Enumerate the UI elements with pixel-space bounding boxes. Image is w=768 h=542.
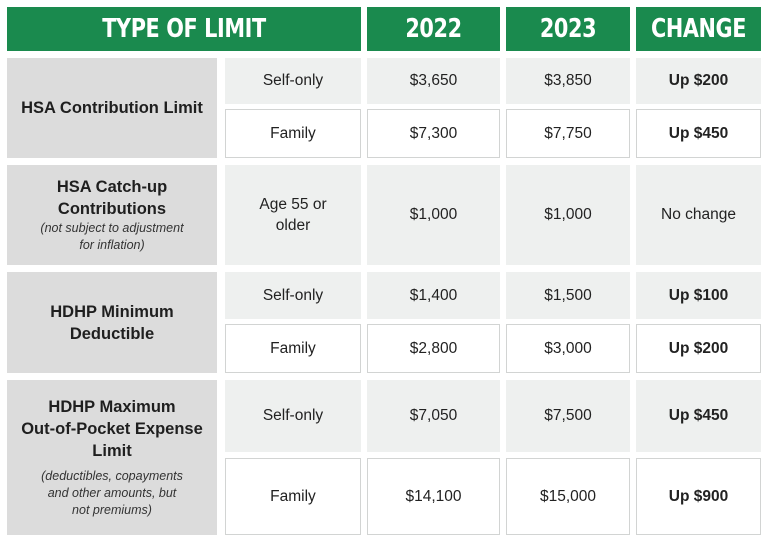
value-2022: $7,050	[409, 407, 458, 424]
change-value: No change	[661, 206, 736, 223]
tier-label-line2: older	[275, 217, 311, 234]
hdhp-max-family-2023: $15,000	[506, 458, 630, 535]
header-change: CHANGE	[636, 7, 761, 51]
hdhp-min-self-only-2023: $1,500	[506, 272, 630, 319]
hdhp-max-family-tier: Family	[225, 458, 361, 535]
change-value: Up $200	[668, 72, 729, 89]
header-type-of-limit-label: TYPE OF LIMIT	[102, 14, 266, 44]
value-2022: $2,800	[409, 339, 458, 357]
change-value: Up $450	[668, 407, 729, 424]
header-change-label: CHANGE	[650, 14, 747, 44]
hsa-contribution-label-cell: HSA Contribution Limit	[7, 58, 217, 158]
tier-label: Family	[270, 487, 316, 505]
value-2023: $1,500	[544, 286, 592, 304]
change-value: Up $900	[668, 487, 729, 505]
hsa-contribution-family-change: Up $450	[636, 109, 761, 158]
value-2023: $3,000	[544, 339, 592, 357]
hdhp-min-family-2023: $3,000	[506, 324, 630, 373]
value-2023: $1,000	[544, 206, 592, 223]
hsa-catchup-note-line1: (not subject to adjustment	[40, 221, 184, 235]
tier-label-line1: Age 55 or	[259, 196, 327, 213]
hsa-catchup-change: No change	[636, 165, 761, 265]
tier-label: Family	[270, 124, 316, 142]
value-2023: $3,850	[544, 72, 592, 89]
hdhp-max-self-only-change: Up $450	[636, 380, 761, 452]
header-type-of-limit: TYPE OF LIMIT	[7, 7, 361, 51]
hsa-contribution-self-only-tier: Self-only	[225, 58, 361, 104]
value-2022: $1,000	[409, 206, 458, 223]
header-year-2022-label: 2022	[405, 14, 462, 44]
hdhp-max-label-line2: Out-of-Pocket Expense	[21, 420, 203, 438]
hdhp-min-family-tier: Family	[225, 324, 361, 373]
hdhp-max-note-line3: not premiums)	[72, 503, 152, 517]
change-value: Up $200	[668, 339, 729, 357]
hdhp-min-self-only-tier: Self-only	[225, 272, 361, 319]
header-year-2023: 2023	[506, 7, 630, 51]
hdhp-max-note-line1: (deductibles, copayments	[41, 469, 183, 483]
change-value: Up $100	[668, 286, 729, 304]
hsa-contribution-label: HSA Contribution Limit	[21, 99, 203, 117]
hsa-contribution-self-only-change: Up $200	[636, 58, 761, 104]
hdhp-max-family-change: Up $900	[636, 458, 761, 535]
hdhp-max-note-line2: and other amounts, but	[47, 486, 177, 500]
hdhp-max-self-only-2023: $7,500	[506, 380, 630, 452]
hdhp-min-family-2022: $2,800	[367, 324, 500, 373]
tier-label: Self-only	[262, 286, 324, 304]
hdhp-max-oop-label-cell: HDHP Maximum Out-of-Pocket Expense Limit…	[7, 380, 217, 535]
hdhp-max-label-line3: Limit	[92, 442, 132, 460]
tier-label: Self-only	[262, 407, 324, 424]
hdhp-min-self-only-2022: $1,400	[367, 272, 500, 319]
header-year-2022: 2022	[367, 7, 500, 51]
value-2023: $7,500	[544, 407, 592, 424]
hdhp-max-self-only-2022: $7,050	[367, 380, 500, 452]
hsa-catchup-label-line2: Contributions	[57, 200, 167, 218]
hsa-contribution-family-2022: $7,300	[367, 109, 500, 158]
hsa-contribution-self-only-2022: $3,650	[367, 58, 500, 104]
hsa-catchup-note-line2: for inflation)	[79, 238, 145, 252]
value-2022: $1,400	[409, 286, 458, 304]
value-2023: $15,000	[539, 487, 597, 505]
tier-label: Family	[270, 339, 316, 357]
value-2022: $14,100	[405, 487, 462, 505]
hsa-catchup-label-line1: HSA Catch-up	[56, 178, 168, 196]
tier-label: Self-only	[262, 72, 324, 89]
hdhp-min-label-line2: Deductible	[69, 324, 155, 343]
hdhp-min-deductible-label-cell: HDHP Minimum Deductible	[7, 272, 217, 373]
hdhp-max-family-2022: $14,100	[367, 458, 500, 535]
hsa-catchup-tier: Age 55 or older	[225, 165, 361, 265]
value-2022: $3,650	[409, 72, 458, 89]
hsa-catchup-label-cell: HSA Catch-up Contributions (not subject …	[7, 165, 217, 265]
header-year-2023-label: 2023	[539, 14, 597, 44]
hsa-contribution-family-2023: $7,750	[506, 109, 630, 158]
hsa-contribution-self-only-2023: $3,850	[506, 58, 630, 104]
hdhp-min-family-change: Up $200	[636, 324, 761, 373]
value-2022: $7,300	[409, 124, 458, 142]
hdhp-min-label-line1: HDHP Minimum	[50, 302, 174, 321]
change-value: Up $450	[668, 124, 729, 142]
value-2023: $7,750	[544, 124, 592, 142]
hdhp-max-label-line1: HDHP Maximum	[48, 398, 176, 416]
hdhp-min-self-only-change: Up $100	[636, 272, 761, 319]
hsa-contribution-family-tier: Family	[225, 109, 361, 158]
hdhp-max-self-only-tier: Self-only	[225, 380, 361, 452]
hsa-catchup-2023: $1,000	[506, 165, 630, 265]
hsa-catchup-2022: $1,000	[367, 165, 500, 265]
